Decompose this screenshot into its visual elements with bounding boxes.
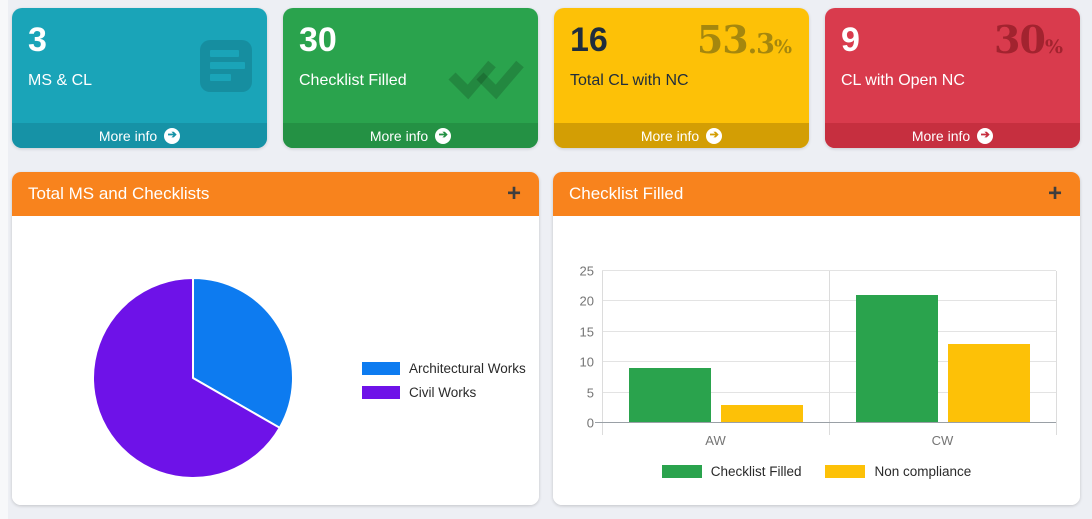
checklist-filled-label: Checklist Filled (299, 71, 407, 89)
bar-chart-legend: Checklist Filled Non compliance (553, 464, 1080, 479)
open-nc-percentage: 30% (994, 21, 1063, 59)
pie-legend: Architectural Works Civil Works (362, 361, 526, 400)
bar-group-aw (602, 271, 829, 423)
bar-cw-checklist-filled[interactable] (855, 295, 938, 423)
nc-percentage: 53.3% (697, 21, 792, 60)
more-info-label: More info (369, 127, 429, 144)
info-box-body: 3 MS & CL (12, 8, 267, 123)
gridline-25 (602, 270, 1056, 271)
checklist-filled-count: 30 (299, 21, 337, 59)
sidebar-edge-strip (0, 0, 8, 519)
cl-open-nc-label: CL with Open NC (841, 71, 965, 89)
arrow-circle-right-icon: ➔ (164, 127, 181, 144)
percent-decimal: .3 (747, 29, 775, 60)
y-axis-tick-10: 10 (579, 354, 594, 370)
more-info-label: More info (640, 127, 700, 144)
charts-row: Total MS and Checklists + Architectural … (12, 172, 1080, 505)
bar-aw-checklist-filled[interactable] (628, 368, 711, 423)
dashboard-content: 3 MS & CL More info ➔ 30 Checklist Fille… (12, 8, 1080, 505)
more-info-link[interactable]: More info ➔ (825, 123, 1080, 148)
x-axis-label-cw: CW (931, 433, 954, 448)
legend-label: Non compliance (874, 464, 972, 479)
panel-total-ms-and-checklists: Total MS and Checklists + Architectural … (12, 172, 539, 505)
pie-slice-architectural-works[interactable] (192, 277, 294, 429)
more-info-link[interactable]: More info ➔ (554, 123, 809, 148)
more-info-link[interactable]: More info ➔ (283, 123, 538, 148)
more-info-label: More info (98, 127, 158, 144)
vertical-gridline (829, 271, 830, 435)
vertical-gridline (602, 271, 603, 435)
y-axis-tick-15: 15 (579, 324, 594, 340)
y-axis-tick-0: 0 (586, 415, 594, 431)
collapse-button[interactable]: + (1047, 180, 1062, 207)
percent-symbol: % (1044, 36, 1063, 58)
bar-cw-non-compliance[interactable] (947, 343, 1030, 423)
bar-aw-non-compliance[interactable] (720, 404, 803, 423)
legend-label: Checklist Filled (710, 464, 802, 479)
y-axis-tick-20: 20 (579, 293, 594, 309)
info-box-ms-cl: 3 MS & CL More info ➔ (12, 8, 267, 148)
ms-cl-count: 3 (28, 21, 47, 59)
cl-open-nc-count: 9 (841, 21, 860, 59)
info-boxes-row: 3 MS & CL More info ➔ 30 Checklist Fille… (12, 8, 1080, 148)
legend-swatch (362, 362, 400, 375)
x-axis-baseline (595, 422, 1056, 423)
panel-header: Total MS and Checklists + (12, 172, 539, 216)
legend-swatch (362, 386, 400, 399)
info-box-body: 9 CL with Open NC 30% (825, 8, 1080, 123)
more-info-label: More info (911, 127, 971, 144)
legend-swatch (661, 465, 702, 478)
legend-item-architectural-works: Architectural Works (362, 361, 526, 376)
ms-cl-label: MS & CL (28, 71, 93, 89)
panel-checklist-filled: Checklist Filled + 0 5 10 15 20 25 AW CW Checkl… (553, 172, 1080, 505)
legend-item-non-compliance: Non compliance (825, 464, 971, 479)
total-cl-nc-label: Total CL with NC (570, 71, 689, 89)
total-cl-nc-count: 16 (570, 21, 608, 59)
info-box-checklist-filled: 30 Checklist Filled More info ➔ (283, 8, 538, 148)
percent-symbol: % (773, 36, 792, 58)
y-axis-tick-25: 25 (579, 263, 594, 279)
panel-title: Total MS and Checklists (28, 184, 210, 203)
arrow-circle-right-icon: ➔ (435, 127, 452, 144)
bar-chart-plot: 0 5 10 15 20 25 AW CW (580, 264, 1057, 448)
bar-chart-area: 0 5 10 15 20 25 AW CW Checklist Filled Non compl… (553, 216, 1080, 505)
more-info-link[interactable]: More info ➔ (12, 123, 267, 148)
legend-label: Architectural Works (409, 361, 526, 376)
arrow-circle-right-icon: ➔ (706, 127, 723, 144)
x-axis-labels: AW CW (602, 433, 1056, 448)
info-box-cl-with-open-nc: 9 CL with Open NC 30% More info ➔ (825, 8, 1080, 148)
x-axis-label-aw: AW (705, 433, 726, 448)
legend-item-checklist-filled: Checklist Filled (661, 464, 802, 479)
legend-swatch (825, 465, 866, 478)
percent-value: 30 (994, 17, 1046, 62)
check-double-icon (448, 60, 524, 100)
y-axis-tick-5: 5 (586, 385, 594, 401)
pie-chart-area: Architectural Works Civil Works (12, 216, 539, 505)
info-box-total-cl-with-nc: 16 Total CL with NC 53.3% More info ➔ (554, 8, 809, 148)
pie-chart (92, 277, 294, 479)
info-box-body: 30 Checklist Filled (283, 8, 538, 123)
legend-item-civil-works: Civil Works (362, 385, 526, 400)
bar-group-cw (829, 271, 1056, 423)
list-lines-icon (200, 40, 252, 92)
percent-value: 53 (696, 17, 749, 62)
collapse-button[interactable]: + (506, 180, 521, 207)
bar-groups (602, 271, 1056, 423)
pie-slice-civil-works[interactable] (92, 277, 281, 479)
panel-title: Checklist Filled (569, 184, 684, 203)
vertical-gridline (1056, 271, 1057, 435)
panel-header: Checklist Filled + (553, 172, 1080, 216)
arrow-circle-right-icon: ➔ (977, 127, 994, 144)
legend-label: Civil Works (409, 385, 477, 400)
info-box-body: 16 Total CL with NC 53.3% (554, 8, 809, 123)
